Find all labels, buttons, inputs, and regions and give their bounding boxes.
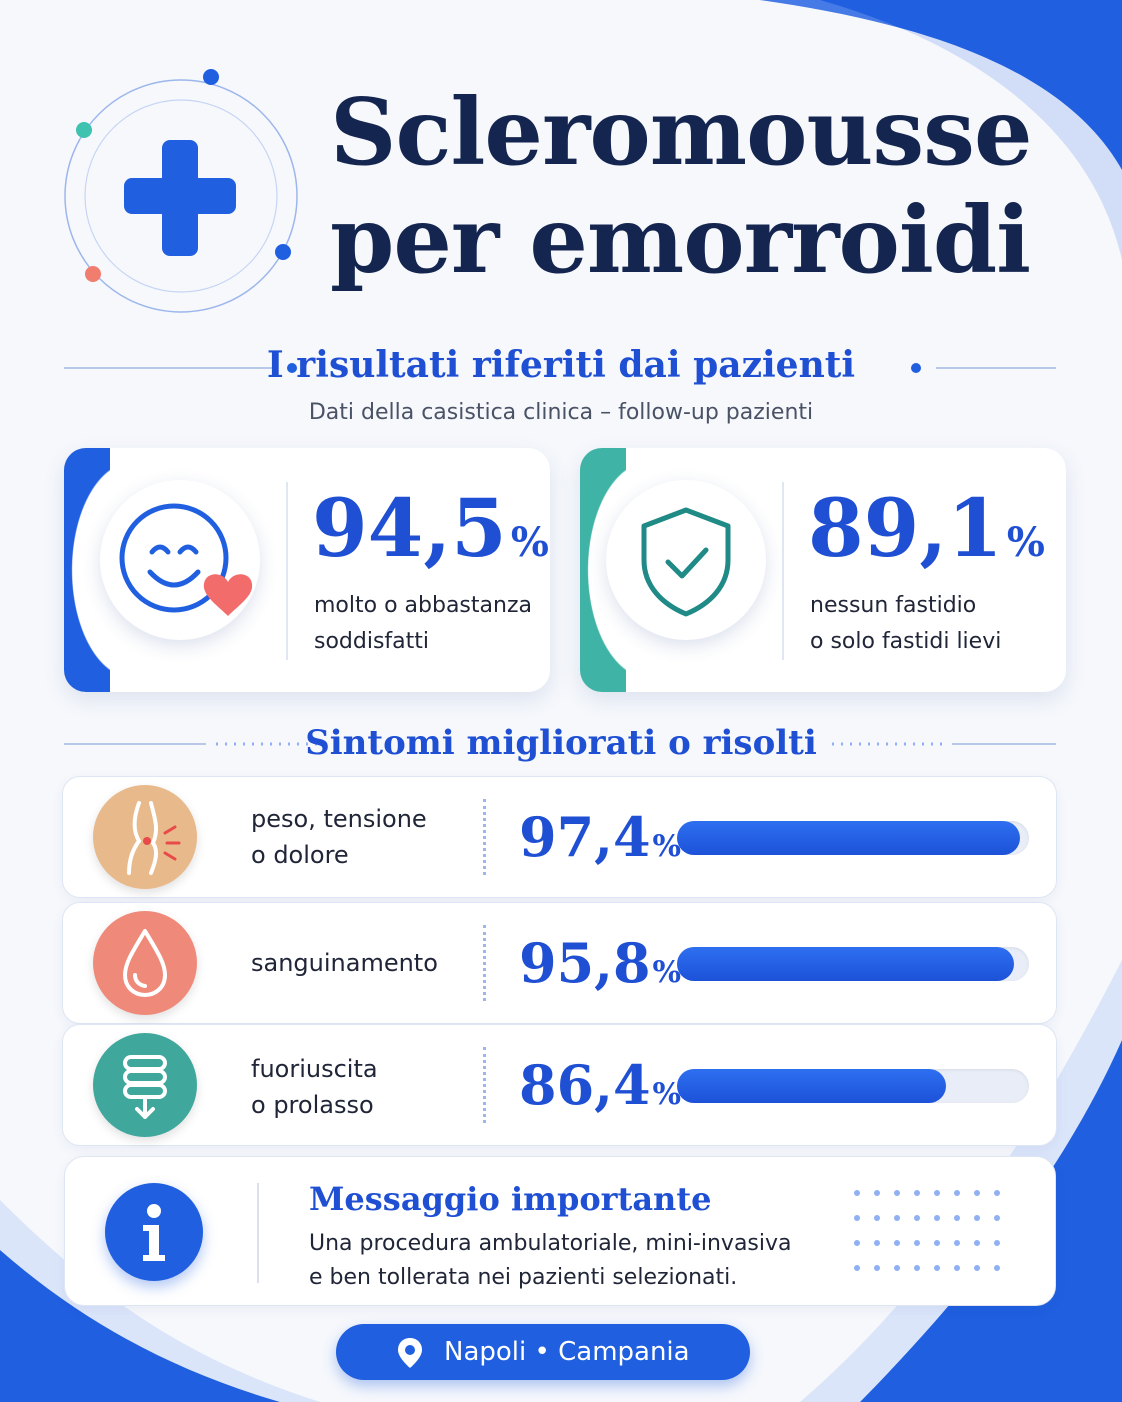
- stat-description: molto o abbastanza soddisfatti: [314, 588, 542, 660]
- symptom-label: peso, tensione o dolore: [251, 801, 471, 873]
- stat-value: 94,5%: [312, 478, 549, 593]
- symptom-label-line-2: o dolore: [251, 841, 349, 869]
- stat-description: nessun fastidio o solo fastidi lievi: [810, 588, 1038, 660]
- stat-desc-line-1: molto o abbastanza: [314, 593, 532, 618]
- results-note: Dati della casistica clinica – follow-up…: [308, 400, 814, 425]
- smiley-heart-icon: [119, 503, 253, 616]
- row-divider: [483, 925, 486, 1001]
- dot-pattern: [854, 1190, 1000, 1271]
- page-title: Scleromousse per emorroidi: [330, 78, 1090, 294]
- stat-number: 89,1: [808, 481, 1003, 575]
- location-badge: Napoli • Campania: [336, 1324, 750, 1380]
- row-divider: [483, 799, 486, 875]
- symptom-label-line-2: o prolasso: [251, 1091, 374, 1119]
- card-divider: [782, 482, 784, 660]
- symptom-row: fuoriuscita o prolasso 86,4%: [62, 1024, 1057, 1146]
- message-divider: [257, 1183, 259, 1283]
- progress-fill: [677, 821, 1020, 855]
- message-line-1: Una procedura ambulatoriale, mini-invasi…: [309, 1231, 792, 1256]
- symptom-label-line-1: fuoriuscita: [251, 1055, 378, 1083]
- progress-bar: [677, 1069, 1029, 1103]
- icon-badge: [606, 480, 766, 640]
- symptom-row: peso, tensione o dolore 97,4%: [62, 776, 1057, 898]
- symptom-number: 95,8: [519, 931, 651, 995]
- info-badge: [105, 1183, 203, 1281]
- row-divider: [483, 1047, 486, 1123]
- message-line-2: e ben tollerata nei pazienti selezionati…: [309, 1265, 738, 1290]
- symptom-label: fuoriuscita o prolasso: [251, 1051, 471, 1123]
- card-divider: [286, 482, 288, 660]
- title-line-1: Scleromousse: [330, 78, 1033, 186]
- symptom-row: sanguinamento 95,8%: [62, 902, 1057, 1024]
- location-pin-icon: [398, 1338, 422, 1368]
- symptom-label-line-1: sanguinamento: [251, 949, 438, 977]
- progress-fill: [677, 1069, 946, 1103]
- progress-bar: [677, 821, 1029, 855]
- symptom-unit: %: [652, 955, 682, 990]
- symptom-unit: %: [652, 829, 682, 864]
- icon-badge: [93, 911, 197, 1015]
- stat-desc-line-2: o solo fastidi lievi: [810, 629, 1002, 654]
- symptom-number: 86,4: [519, 1053, 651, 1117]
- progress-bar: [677, 947, 1029, 981]
- icon-badge: [93, 785, 197, 889]
- message-text: Una procedura ambulatoriale, mini-invasi…: [309, 1227, 809, 1295]
- pain-icon: [127, 801, 181, 875]
- location-text: Napoli • Campania: [444, 1337, 690, 1367]
- symptoms-heading: Sintomi migliorati o risolti: [305, 723, 817, 763]
- symptom-label: sanguinamento: [251, 945, 471, 981]
- info-icon: [143, 1204, 165, 1261]
- icon-badge: [93, 1033, 197, 1137]
- medical-cross-icon: [124, 140, 236, 256]
- stat-number: 94,5: [312, 481, 507, 575]
- shield-check-icon: [641, 507, 731, 617]
- stat-value: 89,1%: [808, 478, 1045, 593]
- symptom-value: 86,4%: [519, 1045, 681, 1135]
- symptom-value: 97,4%: [519, 797, 681, 887]
- stat-card-discomfort: 89,1% nessun fastidio o solo fastidi lie…: [580, 448, 1066, 692]
- prolapse-icon: [123, 1055, 167, 1119]
- title-line-2: per emorroidi: [330, 186, 1031, 294]
- stat-desc-line-1: nessun fastidio: [810, 593, 977, 618]
- stat-unit: %: [1006, 519, 1045, 566]
- stat-unit: %: [510, 519, 549, 566]
- symptom-number: 97,4: [519, 805, 651, 869]
- progress-fill: [677, 947, 1015, 981]
- stat-desc-line-2: soddisfatti: [314, 629, 430, 654]
- symptom-value: 95,8%: [519, 923, 681, 1013]
- message-title: Messaggio importante: [309, 1180, 712, 1218]
- important-message-box: Messaggio importante Una procedura ambul…: [64, 1156, 1056, 1306]
- symptom-unit: %: [652, 1077, 682, 1112]
- results-heading: I risultati riferiti dai pazienti: [266, 344, 856, 386]
- stat-card-satisfaction: 94,5% molto o abbastanza soddisfatti: [64, 448, 550, 692]
- icon-badge: [100, 480, 260, 640]
- blood-drop-icon: [123, 929, 167, 997]
- symptom-label-line-1: peso, tensione: [251, 805, 427, 833]
